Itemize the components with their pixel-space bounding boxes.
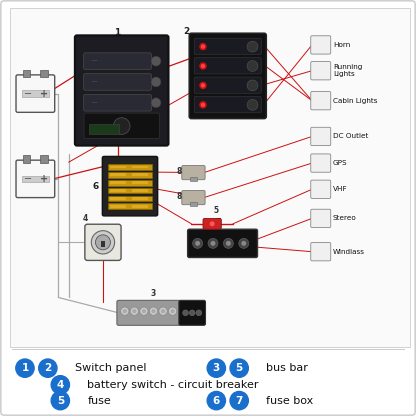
Circle shape — [91, 230, 114, 254]
FancyBboxPatch shape — [311, 62, 331, 80]
Circle shape — [130, 307, 139, 315]
Circle shape — [149, 307, 158, 315]
Circle shape — [51, 391, 69, 410]
Circle shape — [189, 310, 195, 316]
Bar — [40, 155, 48, 163]
Circle shape — [195, 241, 200, 246]
Bar — [132, 181, 148, 184]
FancyBboxPatch shape — [311, 243, 331, 261]
FancyBboxPatch shape — [194, 77, 261, 93]
Circle shape — [247, 80, 258, 91]
Text: VHF: VHF — [333, 186, 347, 192]
Circle shape — [210, 221, 215, 226]
Text: 6: 6 — [92, 182, 99, 191]
Text: 5: 5 — [235, 363, 243, 373]
Bar — [108, 164, 152, 170]
Circle shape — [199, 62, 207, 70]
FancyBboxPatch shape — [85, 224, 121, 260]
Text: 1: 1 — [114, 28, 121, 37]
Circle shape — [132, 309, 136, 313]
Circle shape — [210, 241, 215, 246]
Circle shape — [199, 82, 207, 89]
Circle shape — [123, 309, 127, 313]
Text: −: − — [24, 174, 32, 184]
Circle shape — [247, 99, 258, 110]
Text: fuse: fuse — [87, 396, 111, 406]
Text: 2: 2 — [44, 363, 52, 373]
Text: GPS: GPS — [333, 160, 347, 166]
Bar — [110, 197, 126, 200]
Text: Windlass: Windlass — [333, 249, 365, 255]
Bar — [101, 240, 104, 247]
Circle shape — [151, 56, 161, 66]
Text: 7: 7 — [235, 396, 243, 406]
Circle shape — [201, 103, 205, 107]
Circle shape — [207, 359, 225, 377]
FancyBboxPatch shape — [84, 113, 159, 139]
Text: 4: 4 — [57, 380, 64, 390]
FancyBboxPatch shape — [75, 35, 168, 146]
Circle shape — [196, 310, 202, 316]
Text: 4: 4 — [83, 214, 88, 223]
Circle shape — [199, 101, 207, 109]
FancyBboxPatch shape — [182, 191, 205, 205]
FancyBboxPatch shape — [84, 74, 151, 90]
Bar — [108, 172, 152, 178]
Bar — [132, 189, 148, 192]
Circle shape — [142, 309, 146, 313]
Circle shape — [113, 118, 130, 134]
Bar — [108, 203, 152, 209]
Text: −: − — [24, 89, 32, 99]
FancyBboxPatch shape — [311, 154, 331, 172]
Circle shape — [193, 238, 203, 248]
Text: Horn: Horn — [333, 42, 350, 48]
Bar — [23, 70, 30, 77]
Text: 1: 1 — [21, 363, 29, 373]
Text: 3: 3 — [151, 289, 156, 298]
Bar — [110, 181, 126, 184]
Text: Stereo: Stereo — [333, 215, 357, 221]
FancyBboxPatch shape — [16, 75, 54, 112]
FancyBboxPatch shape — [189, 33, 266, 119]
Circle shape — [183, 310, 188, 316]
Text: bus bar: bus bar — [266, 363, 308, 373]
Circle shape — [16, 359, 34, 377]
FancyBboxPatch shape — [84, 94, 151, 111]
Circle shape — [208, 238, 218, 248]
FancyBboxPatch shape — [16, 160, 54, 198]
Text: 8: 8 — [176, 167, 181, 176]
FancyBboxPatch shape — [194, 58, 261, 74]
Circle shape — [247, 41, 258, 52]
Circle shape — [151, 309, 156, 313]
Bar — [40, 70, 48, 77]
Text: 5: 5 — [57, 396, 64, 406]
Circle shape — [51, 376, 69, 394]
FancyBboxPatch shape — [311, 209, 331, 228]
Circle shape — [201, 83, 205, 87]
FancyBboxPatch shape — [311, 36, 331, 54]
Bar — [22, 176, 49, 182]
Circle shape — [151, 98, 161, 108]
Bar — [89, 124, 119, 134]
Circle shape — [207, 391, 225, 410]
Bar — [190, 202, 197, 206]
Circle shape — [95, 235, 110, 250]
Text: +: + — [40, 89, 48, 99]
FancyBboxPatch shape — [182, 166, 205, 180]
FancyBboxPatch shape — [188, 229, 258, 258]
Text: 8: 8 — [176, 192, 181, 201]
Text: —: — — [92, 100, 97, 105]
Circle shape — [201, 45, 205, 49]
FancyBboxPatch shape — [311, 180, 331, 198]
Circle shape — [201, 64, 205, 68]
Circle shape — [121, 307, 129, 315]
Circle shape — [226, 241, 231, 246]
Circle shape — [39, 359, 57, 377]
FancyBboxPatch shape — [203, 218, 221, 229]
FancyBboxPatch shape — [10, 8, 410, 347]
Bar — [22, 90, 49, 97]
Circle shape — [241, 241, 246, 246]
Bar — [108, 196, 152, 201]
Circle shape — [239, 238, 249, 248]
